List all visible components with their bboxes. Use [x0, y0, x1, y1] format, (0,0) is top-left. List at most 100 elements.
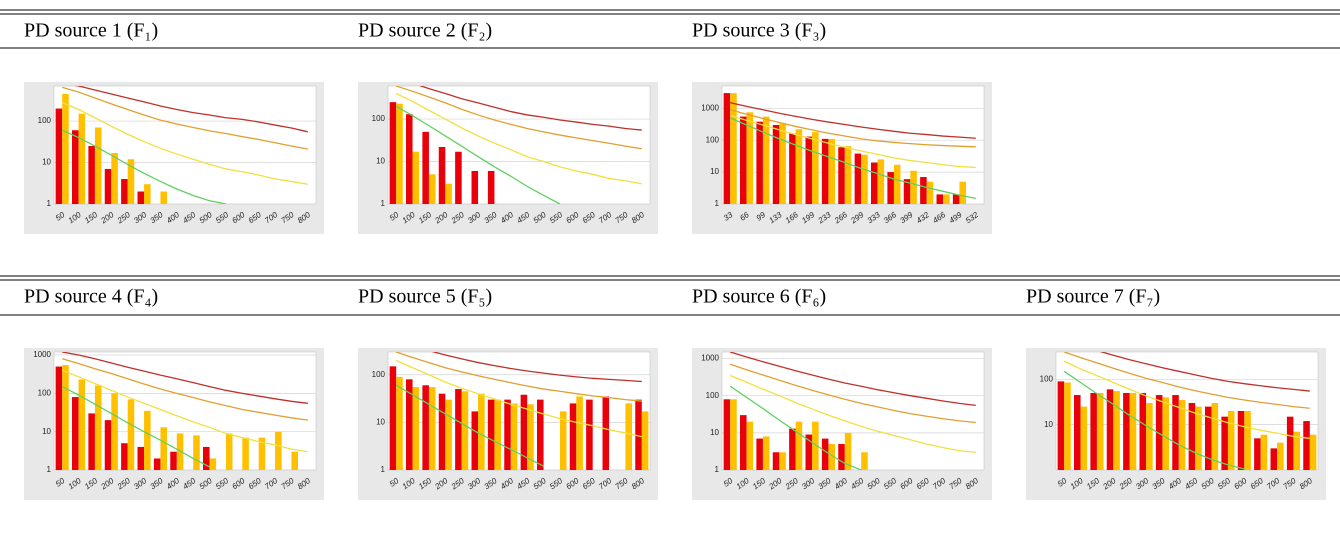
bar [88, 146, 95, 204]
y-tick-label: 100 [38, 388, 52, 397]
bar [438, 393, 446, 470]
bar [625, 403, 632, 470]
line [61, 101, 308, 185]
bar [396, 103, 403, 204]
line [729, 363, 976, 424]
bar [487, 170, 495, 204]
bar [1074, 395, 1081, 470]
bar [1270, 448, 1278, 470]
bar [127, 159, 135, 204]
y-tick-label: 1000 [701, 103, 719, 112]
line [395, 86, 642, 150]
bar [471, 170, 479, 204]
bar [926, 181, 934, 204]
bar [1139, 392, 1147, 470]
bar [1162, 397, 1169, 470]
bar [62, 93, 69, 204]
line [1063, 370, 1245, 470]
bar [1172, 395, 1179, 470]
bar [1146, 403, 1153, 470]
bar [789, 428, 796, 470]
y-tick-label: 1 [715, 465, 720, 474]
plot-content [1057, 352, 1317, 470]
bar [121, 179, 128, 204]
bar [1303, 421, 1310, 470]
bar [871, 162, 878, 204]
y-tick-label: 1000 [33, 350, 51, 359]
line [1063, 360, 1310, 439]
bar [762, 116, 770, 204]
bar [396, 376, 403, 470]
bar [1260, 434, 1268, 470]
bar [422, 385, 429, 470]
bar [821, 438, 829, 470]
y-tick-label: 10 [42, 427, 51, 436]
line [729, 117, 976, 200]
y-tick-label: 1 [381, 465, 386, 474]
bar [55, 108, 63, 204]
bar [838, 147, 845, 204]
bar [137, 446, 145, 470]
bar [1237, 411, 1245, 470]
y-tick-label: 100 [706, 391, 720, 400]
bar [170, 451, 177, 470]
bar [779, 452, 786, 470]
bar [203, 446, 210, 470]
bar [795, 129, 803, 204]
line [730, 114, 976, 169]
bar [1129, 392, 1137, 470]
bar [104, 420, 112, 470]
bar [1205, 406, 1212, 470]
bar [537, 399, 544, 470]
plot-content [389, 86, 642, 204]
bar [1211, 403, 1219, 470]
line [730, 109, 976, 148]
bar [576, 396, 583, 470]
bar [389, 366, 397, 470]
bar [1293, 431, 1300, 470]
bar [504, 399, 511, 470]
bar [445, 399, 452, 470]
line [729, 385, 862, 470]
bar [258, 437, 266, 470]
line [62, 358, 308, 421]
bar [762, 436, 770, 470]
plot-content [55, 352, 308, 470]
bar [740, 116, 747, 204]
column-caption: PD source 5 (F₅) [358, 286, 492, 308]
bar [1221, 416, 1228, 470]
bar [275, 431, 282, 470]
bar [111, 393, 118, 470]
line [395, 384, 544, 467]
bar [821, 138, 829, 204]
bar [160, 427, 167, 470]
bar [520, 394, 528, 470]
bar [471, 411, 479, 470]
bar [144, 410, 151, 470]
bar [861, 452, 868, 470]
y-tick-label: 100 [372, 114, 386, 123]
y-tick-label: 100 [38, 116, 52, 125]
bar [160, 191, 167, 204]
bar [94, 385, 102, 470]
y-tick-label: 100 [1040, 374, 1054, 383]
bar [1057, 381, 1065, 470]
column-caption: PD source 6 (F₆) [692, 286, 826, 308]
bar [730, 93, 737, 204]
bar [72, 397, 79, 470]
y-tick-label: 1 [47, 199, 52, 208]
plot-content [723, 352, 976, 470]
bar [812, 421, 819, 470]
column-caption: PD source 1 (F₁) [24, 20, 158, 42]
bar [428, 387, 436, 470]
bar [828, 444, 835, 470]
bar [602, 396, 610, 470]
bar [527, 404, 534, 470]
bar [559, 411, 567, 470]
line [395, 105, 561, 204]
